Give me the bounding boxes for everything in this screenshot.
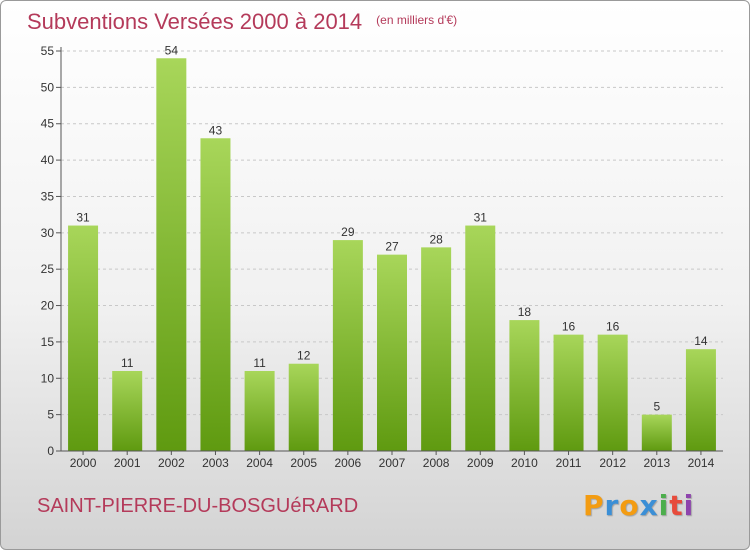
y-tick-label: 30 bbox=[41, 226, 55, 240]
x-tick-label-2007: 2007 bbox=[379, 456, 406, 470]
chart-subtitle: (en milliers d'€) bbox=[376, 13, 458, 27]
x-tick-label-2000: 2000 bbox=[70, 456, 97, 470]
proxiti-logo: Proxiti bbox=[583, 489, 694, 522]
commune-name: SAINT-PIERRE-DU-BOSGUéRARD bbox=[37, 495, 359, 517]
logo-letter: i bbox=[683, 489, 695, 522]
x-tick-label-2002: 2002 bbox=[158, 456, 185, 470]
x-tick-label-2003: 2003 bbox=[202, 456, 229, 470]
y-tick-label: 50 bbox=[41, 80, 55, 94]
y-tick-label: 5 bbox=[47, 408, 54, 422]
logo-letter: P bbox=[583, 489, 605, 522]
bar-2008 bbox=[421, 247, 452, 451]
bar-2001 bbox=[112, 371, 143, 451]
bar-2002 bbox=[156, 58, 187, 451]
logo-letter: o bbox=[619, 489, 640, 522]
logo-letter: x bbox=[639, 489, 659, 522]
x-tick-label-2008: 2008 bbox=[423, 456, 450, 470]
data-label-2001: 11 bbox=[121, 356, 134, 370]
data-label-2002: 54 bbox=[165, 43, 179, 57]
data-label-2012: 16 bbox=[606, 320, 620, 334]
y-tick-label: 35 bbox=[41, 189, 55, 203]
x-tick-label-2010: 2010 bbox=[511, 456, 538, 470]
data-label-2013: 5 bbox=[653, 400, 660, 414]
x-tick-label-2011: 2011 bbox=[556, 456, 582, 470]
x-tick-label-2013: 2013 bbox=[643, 456, 670, 470]
x-tick-label-2004: 2004 bbox=[246, 456, 273, 470]
data-label-2006: 29 bbox=[341, 225, 355, 239]
data-label-2014: 14 bbox=[694, 334, 708, 348]
y-tick-label: 20 bbox=[41, 299, 55, 313]
bar-2012 bbox=[597, 334, 628, 451]
bar-2004 bbox=[244, 371, 275, 451]
bar-2003 bbox=[200, 138, 231, 452]
data-label-2000: 31 bbox=[76, 211, 90, 225]
y-tick-label: 0 bbox=[47, 444, 54, 458]
data-label-2007: 27 bbox=[385, 240, 399, 254]
logo-letter: t bbox=[669, 489, 684, 522]
x-tick-label-2006: 2006 bbox=[335, 456, 362, 470]
x-tick-label-2014: 2014 bbox=[688, 456, 715, 470]
data-label-2004: 11 bbox=[253, 356, 266, 370]
logo-letter: r bbox=[604, 489, 620, 522]
y-tick-label: 15 bbox=[41, 335, 55, 349]
bar-2006 bbox=[332, 240, 363, 451]
bar-2005 bbox=[288, 363, 319, 451]
data-label-2009: 31 bbox=[474, 211, 488, 225]
x-tick-label-2005: 2005 bbox=[290, 456, 317, 470]
bar-2014 bbox=[685, 349, 716, 451]
bar-2011 bbox=[553, 334, 584, 451]
y-tick-label: 40 bbox=[41, 153, 55, 167]
chart-title-text: Subventions Versées 2000 à 2014 bbox=[27, 9, 363, 34]
bar-2010 bbox=[509, 320, 540, 451]
data-label-2010: 18 bbox=[518, 305, 532, 319]
chart-title: Subventions Versées 2000 à 2014 (en milli… bbox=[27, 9, 457, 35]
data-label-2008: 28 bbox=[429, 232, 443, 246]
data-label-2005: 12 bbox=[297, 349, 311, 363]
bar-2013 bbox=[641, 414, 672, 451]
axis-layer bbox=[56, 47, 723, 455]
bar-2000 bbox=[68, 225, 99, 451]
y-tick-label: 10 bbox=[41, 371, 55, 385]
x-tick-label-2012: 2012 bbox=[599, 456, 626, 470]
x-tick-label-2009: 2009 bbox=[467, 456, 494, 470]
bar-2007 bbox=[377, 254, 407, 451]
y-tick-label: 45 bbox=[41, 117, 55, 131]
y-tick-label: 25 bbox=[41, 262, 55, 276]
data-label-2003: 43 bbox=[209, 123, 223, 137]
x-tick-label-2001: 2001 bbox=[114, 456, 141, 470]
bar-layer bbox=[68, 58, 716, 452]
bar-2009 bbox=[465, 225, 496, 451]
y-tick-label: 55 bbox=[41, 44, 55, 58]
label-layer: 0 5 10 15 20 25 30 35 40 45 50 55 31 2000 11 2001 54 2002… bbox=[41, 43, 715, 470]
data-label-2011: 16 bbox=[562, 320, 576, 334]
logo-letter: i bbox=[658, 489, 670, 522]
